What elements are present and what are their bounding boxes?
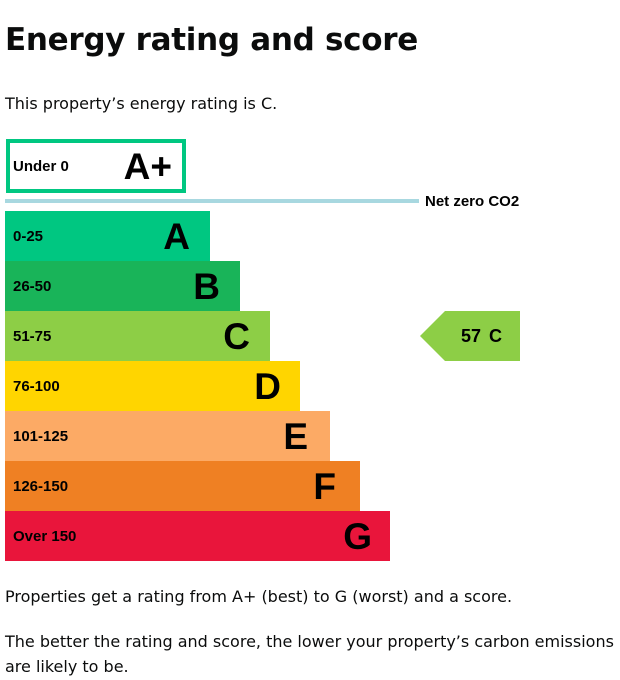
- band-b-bar: [5, 261, 240, 311]
- band-e-letter: E: [283, 416, 308, 457]
- current-rating-marker: 57 C: [420, 311, 520, 361]
- band-f-letter: F: [313, 466, 336, 507]
- band-g-letter: G: [343, 516, 372, 557]
- band-d-letter: D: [254, 366, 281, 407]
- net-zero-marker: Net zero CO2: [5, 193, 519, 210]
- band-c-letter: C: [223, 316, 250, 357]
- band-b: 26-50 B: [5, 261, 240, 311]
- net-zero-label: Net zero CO2: [425, 193, 519, 210]
- current-rating-score: 57: [461, 326, 481, 346]
- band-a-plus-range: Under 0: [13, 158, 69, 175]
- band-g: Over 150 G: [5, 511, 390, 561]
- current-rating-arrow: [420, 311, 520, 361]
- band-d-range: 76-100: [13, 378, 60, 395]
- band-a-bar: [5, 211, 210, 261]
- band-f-bar: [5, 461, 360, 511]
- band-c-range: 51-75: [13, 328, 51, 345]
- band-e-range: 101-125: [13, 428, 68, 445]
- band-b-range: 26-50: [13, 278, 51, 295]
- rating-summary: This property’s energy rating is C.: [5, 94, 278, 113]
- current-rating-letter: C: [489, 326, 502, 346]
- rating-explanation: Properties get a rating from A+ (best) t…: [5, 587, 513, 606]
- band-a-range: 0-25: [13, 228, 43, 245]
- band-c: 51-75 C: [5, 311, 270, 361]
- band-a-plus: Under 0 A+: [6, 139, 186, 193]
- band-d-bar: [5, 361, 300, 411]
- band-e-bar: [5, 411, 330, 461]
- band-f-range: 126-150: [13, 478, 68, 495]
- band-d: 76-100 D: [5, 361, 300, 411]
- band-e: 101-125 E: [5, 411, 330, 461]
- page-title: Energy rating and score: [5, 22, 418, 58]
- band-g-range: Over 150: [13, 528, 76, 545]
- band-f: 126-150 F: [5, 461, 360, 511]
- band-g-bar: [5, 511, 390, 561]
- band-c-bar: [5, 311, 270, 361]
- band-a-plus-box: [6, 139, 186, 193]
- band-a-letter: A: [163, 216, 190, 257]
- band-b-letter: B: [193, 266, 220, 307]
- band-a: 0-25 A: [5, 211, 210, 261]
- band-a-plus-letter: A+: [124, 146, 172, 187]
- emissions-explanation: The better the rating and score, the low…: [5, 632, 614, 676]
